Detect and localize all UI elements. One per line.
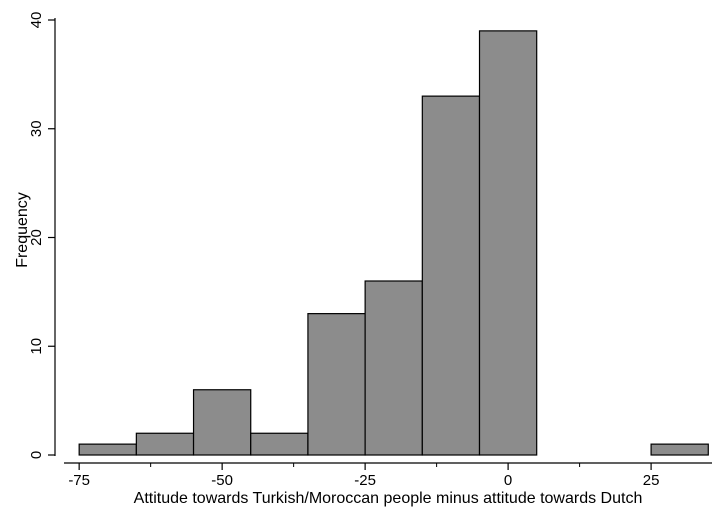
x-tick-label-3: 0 (504, 472, 512, 489)
y-tick-label-0: 0 (28, 451, 45, 459)
y-tick-label-4: 40 (28, 12, 45, 29)
histogram-bar-0 (78, 443, 137, 456)
x-tick-label-1: -50 (211, 472, 233, 489)
bars-group (78, 30, 709, 456)
histogram-bar-6 (421, 95, 481, 456)
y-tick-label-1: 10 (28, 338, 45, 355)
histogram-bar-1 (135, 432, 195, 456)
x-tick-label-4: 25 (643, 472, 660, 489)
histogram-bar-3 (250, 432, 309, 456)
x-tick-label-2: -25 (354, 472, 376, 489)
axes-group: 0 10 20 30 40 -75 -50 -25 0 25 (28, 12, 712, 489)
y-tick-label-2: 20 (28, 229, 45, 246)
x-tick-label-0: -75 (68, 472, 90, 489)
y-tick-label-3: 30 (28, 120, 45, 137)
histogram-bar-2 (192, 389, 252, 456)
histogram-bar-7 (478, 30, 538, 456)
histogram-bar-8 (650, 443, 709, 456)
x-axis-title: Attitude towards Turkish/Moroccan people… (134, 490, 643, 507)
y-axis-title: Frequency (14, 192, 31, 268)
histogram-bar-4 (307, 313, 366, 456)
histogram-bar-5 (364, 280, 423, 456)
